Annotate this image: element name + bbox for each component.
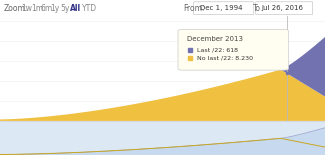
Text: No last /22: 8.230: No last /22: 8.230 <box>197 56 253 61</box>
Text: To: To <box>253 4 261 13</box>
FancyBboxPatch shape <box>178 29 289 70</box>
Text: All: All <box>70 4 81 13</box>
Text: Zoom:: Zoom: <box>4 4 28 13</box>
Text: December 2013: December 2013 <box>187 36 243 42</box>
Text: YTD: YTD <box>82 4 97 13</box>
Text: 6m: 6m <box>41 4 53 13</box>
Text: 1y: 1y <box>51 4 60 13</box>
FancyBboxPatch shape <box>194 2 254 14</box>
Text: Last /22: 618: Last /22: 618 <box>197 48 238 53</box>
Text: 5y: 5y <box>60 4 70 13</box>
FancyBboxPatch shape <box>256 2 313 14</box>
Text: Dec 1, 1994: Dec 1, 1994 <box>200 5 242 11</box>
Text: 1m: 1m <box>31 4 43 13</box>
Text: Jul 26, 2016: Jul 26, 2016 <box>262 5 304 11</box>
Text: From:: From: <box>184 4 205 13</box>
Text: 1w: 1w <box>21 4 32 13</box>
